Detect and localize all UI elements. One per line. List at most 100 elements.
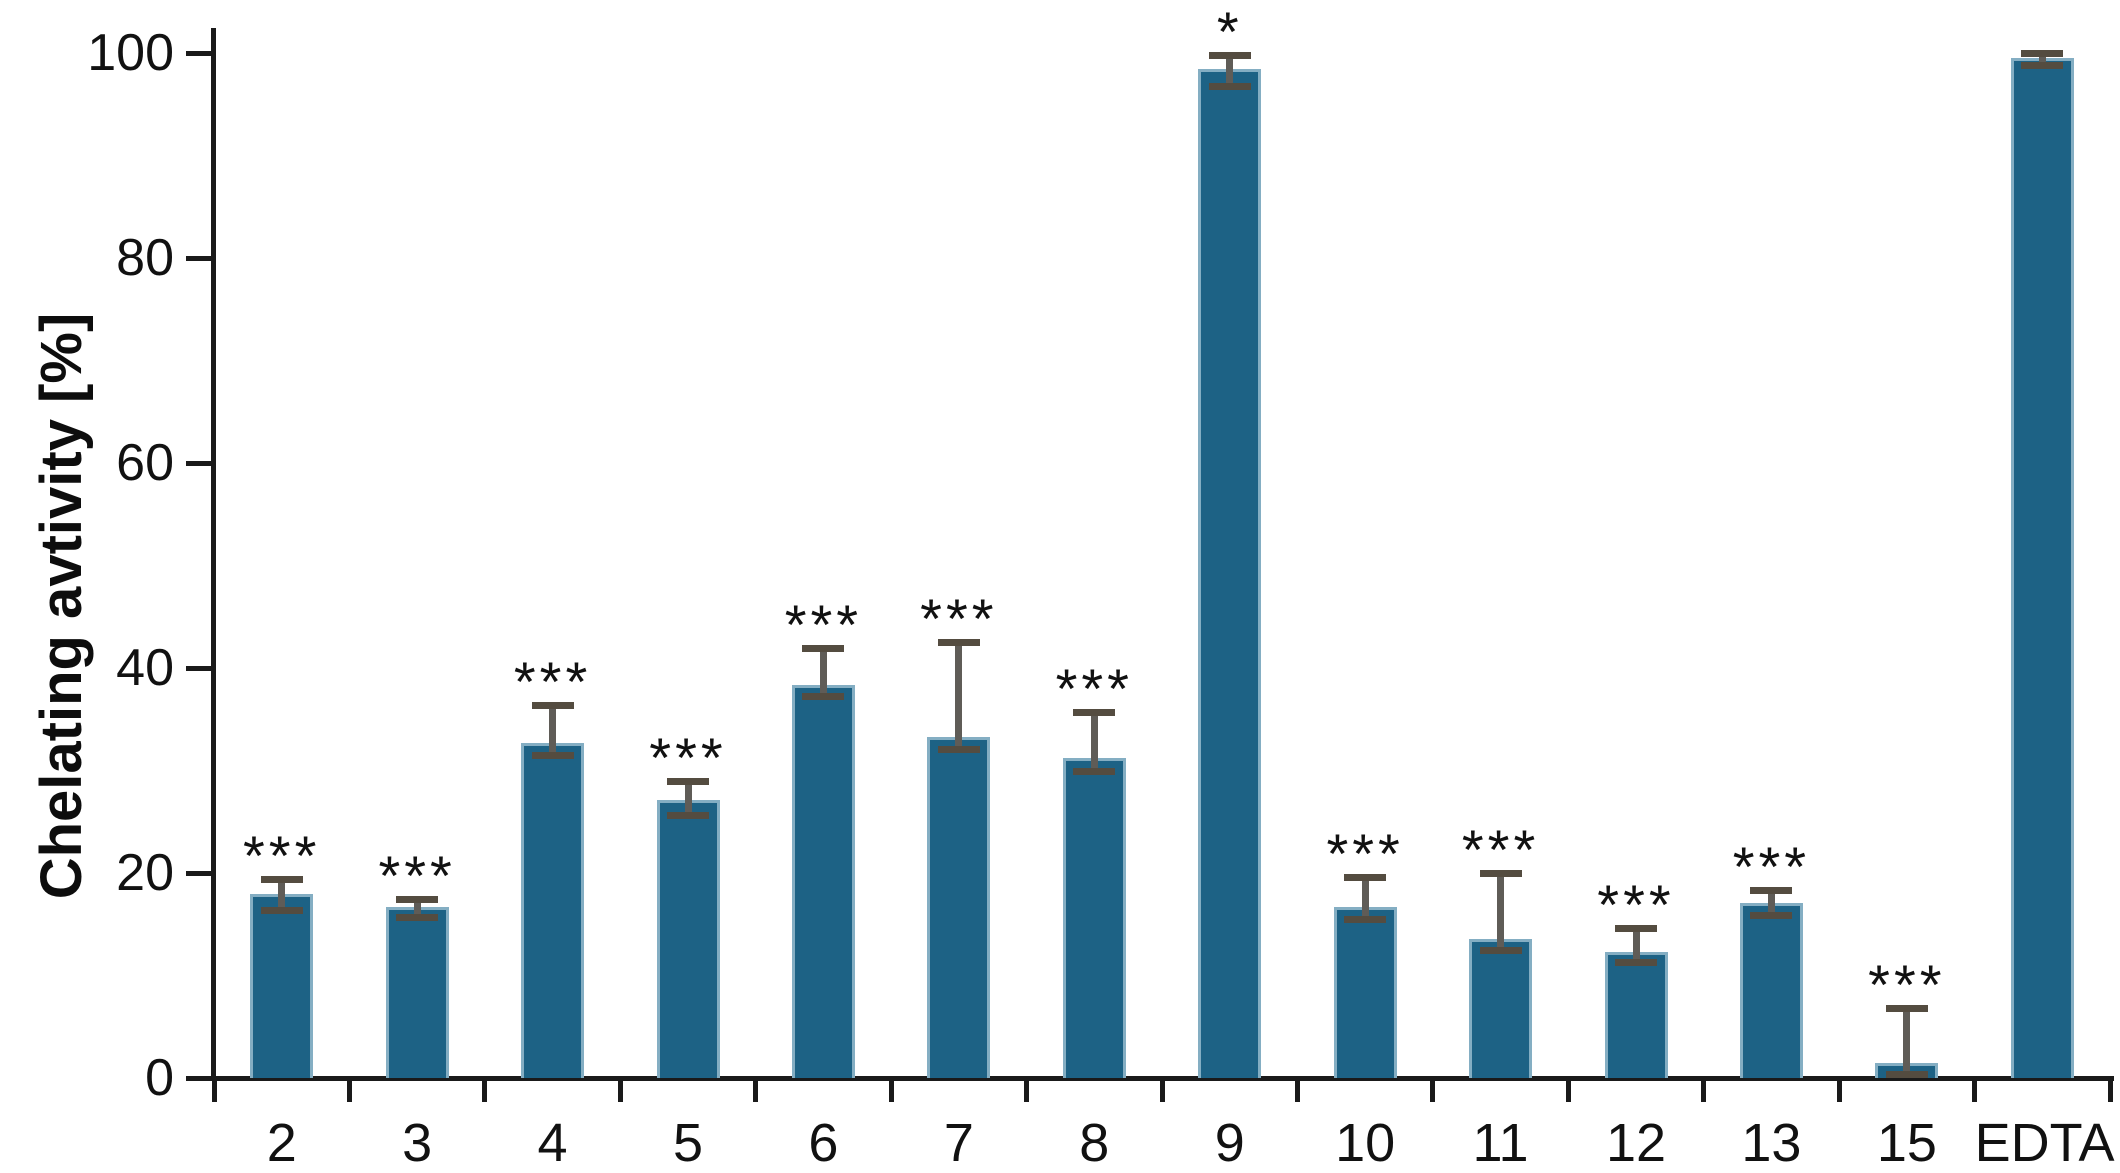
significance-marker: *** [513, 649, 592, 713]
error-bar-cap-top [260, 876, 303, 884]
x-tick-label: 8 [1079, 1113, 1110, 1173]
y-axis-tick [186, 460, 214, 466]
error-bar-stem [1903, 1008, 1911, 1077]
bar [1333, 906, 1397, 1078]
error-bar-cap-bottom [1885, 1071, 1928, 1078]
x-axis-tick [1836, 1078, 1842, 1102]
x-axis-tick [1972, 1078, 1978, 1102]
bar [1198, 69, 1262, 1078]
x-axis-tick [1024, 1078, 1030, 1102]
x-tick-label: 3 [402, 1113, 433, 1173]
error-bar-stem [2038, 53, 2046, 69]
error-bar-stem [684, 780, 692, 818]
error-bar-cap-top [1208, 52, 1251, 60]
error-bar-stem [955, 642, 963, 752]
x-tick-label: 2 [266, 1113, 297, 1173]
x-tick-label: 6 [808, 1113, 839, 1173]
y-tick-label: 80 [116, 229, 174, 287]
y-tick-label: 100 [87, 24, 174, 82]
y-axis-tick [186, 665, 214, 671]
y-tick-label: 60 [116, 434, 174, 492]
error-bar-stem [278, 879, 286, 913]
y-axis-line [211, 28, 216, 1080]
significance-marker: *** [920, 587, 998, 651]
error-bar-cap-bottom [1750, 911, 1793, 919]
error-bar-stem [549, 704, 557, 759]
x-axis-tick [1430, 1078, 1436, 1102]
bar [385, 906, 449, 1078]
bar [250, 893, 314, 1078]
significance-marker: *** [243, 824, 321, 888]
significance-marker: *** [784, 592, 863, 656]
y-axis-tick [186, 255, 214, 261]
significance-marker: *** [649, 725, 727, 789]
bar [927, 736, 991, 1078]
bar [656, 800, 720, 1078]
significance-marker: *** [1326, 822, 1404, 886]
x-tick-label: 4 [537, 1113, 568, 1173]
error-bar-cap-bottom [937, 745, 980, 753]
y-axis-tick [186, 50, 214, 56]
error-bar-cap-top [802, 644, 845, 652]
significance-marker: *** [378, 843, 456, 907]
error-bar-stem [1632, 928, 1640, 966]
error-bar-cap-top [2021, 50, 2064, 57]
x-tick-label: 10 [1335, 1113, 1396, 1173]
significance-marker: * [1216, 0, 1243, 64]
significance-marker: *** [1732, 835, 1811, 899]
error-bar-stem [1361, 877, 1369, 923]
error-bar-cap-top [1479, 870, 1522, 877]
bar [1062, 758, 1126, 1078]
x-axis-tick [617, 1078, 623, 1102]
x-tick-label: EDTA [1974, 1113, 2115, 1173]
error-bar-cap-top [1615, 925, 1657, 933]
x-axis-tick [211, 1078, 217, 1102]
error-bar-cap-top [1885, 1005, 1928, 1013]
error-bar-cap-bottom [667, 811, 709, 819]
error-bar-cap-top [531, 701, 574, 709]
x-axis-tick [1701, 1078, 1707, 1102]
error-bar-stem [1226, 55, 1234, 89]
x-tick-label: 7 [943, 1113, 974, 1173]
y-axis-tick [186, 1075, 214, 1081]
bar [1739, 902, 1803, 1078]
error-bar-cap-bottom [1479, 946, 1522, 954]
error-bar-cap-bottom [802, 692, 845, 700]
x-axis-tick [888, 1078, 894, 1102]
significance-marker: *** [1055, 657, 1133, 721]
y-tick-label: 20 [116, 844, 174, 902]
x-tick-label: 5 [672, 1113, 704, 1173]
x-tick-label: 12 [1605, 1113, 1667, 1173]
x-axis-tick [482, 1078, 488, 1102]
significance-marker: *** [1461, 818, 1540, 881]
x-axis-tick [753, 1078, 759, 1102]
bar [1604, 951, 1668, 1078]
error-bar-cap-top [1750, 887, 1793, 895]
x-axis-tick [346, 1078, 352, 1102]
error-bar-cap-top [667, 777, 709, 785]
error-bar-cap-top [396, 895, 439, 903]
bar [791, 685, 855, 1078]
x-axis-tick [1159, 1078, 1165, 1102]
bar [521, 742, 585, 1078]
error-bar-cap-bottom [2021, 62, 2064, 70]
error-bar-cap-top [1073, 709, 1116, 717]
error-bar-cap-bottom [1615, 959, 1657, 967]
y-tick-label: 0 [145, 1049, 174, 1107]
bar [1469, 938, 1533, 1078]
y-tick-label: 40 [116, 639, 174, 697]
error-bar-stem [413, 898, 421, 921]
x-axis-tick [1565, 1078, 1571, 1102]
error-bar-cap-bottom [396, 914, 439, 922]
error-bar-stem [819, 647, 827, 699]
error-bar-cap-bottom [1208, 82, 1251, 90]
error-bar-cap-bottom [260, 906, 303, 914]
x-tick-label: 11 [1472, 1113, 1529, 1173]
significance-marker: *** [1597, 873, 1675, 937]
y-axis-tick [186, 870, 214, 876]
x-tick-label: 15 [1876, 1113, 1937, 1173]
x-axis-tick [1294, 1078, 1300, 1102]
error-bar-cap-bottom [531, 752, 574, 760]
error-bar-cap-top [1344, 874, 1387, 882]
x-axis-tick [2107, 1078, 2113, 1102]
